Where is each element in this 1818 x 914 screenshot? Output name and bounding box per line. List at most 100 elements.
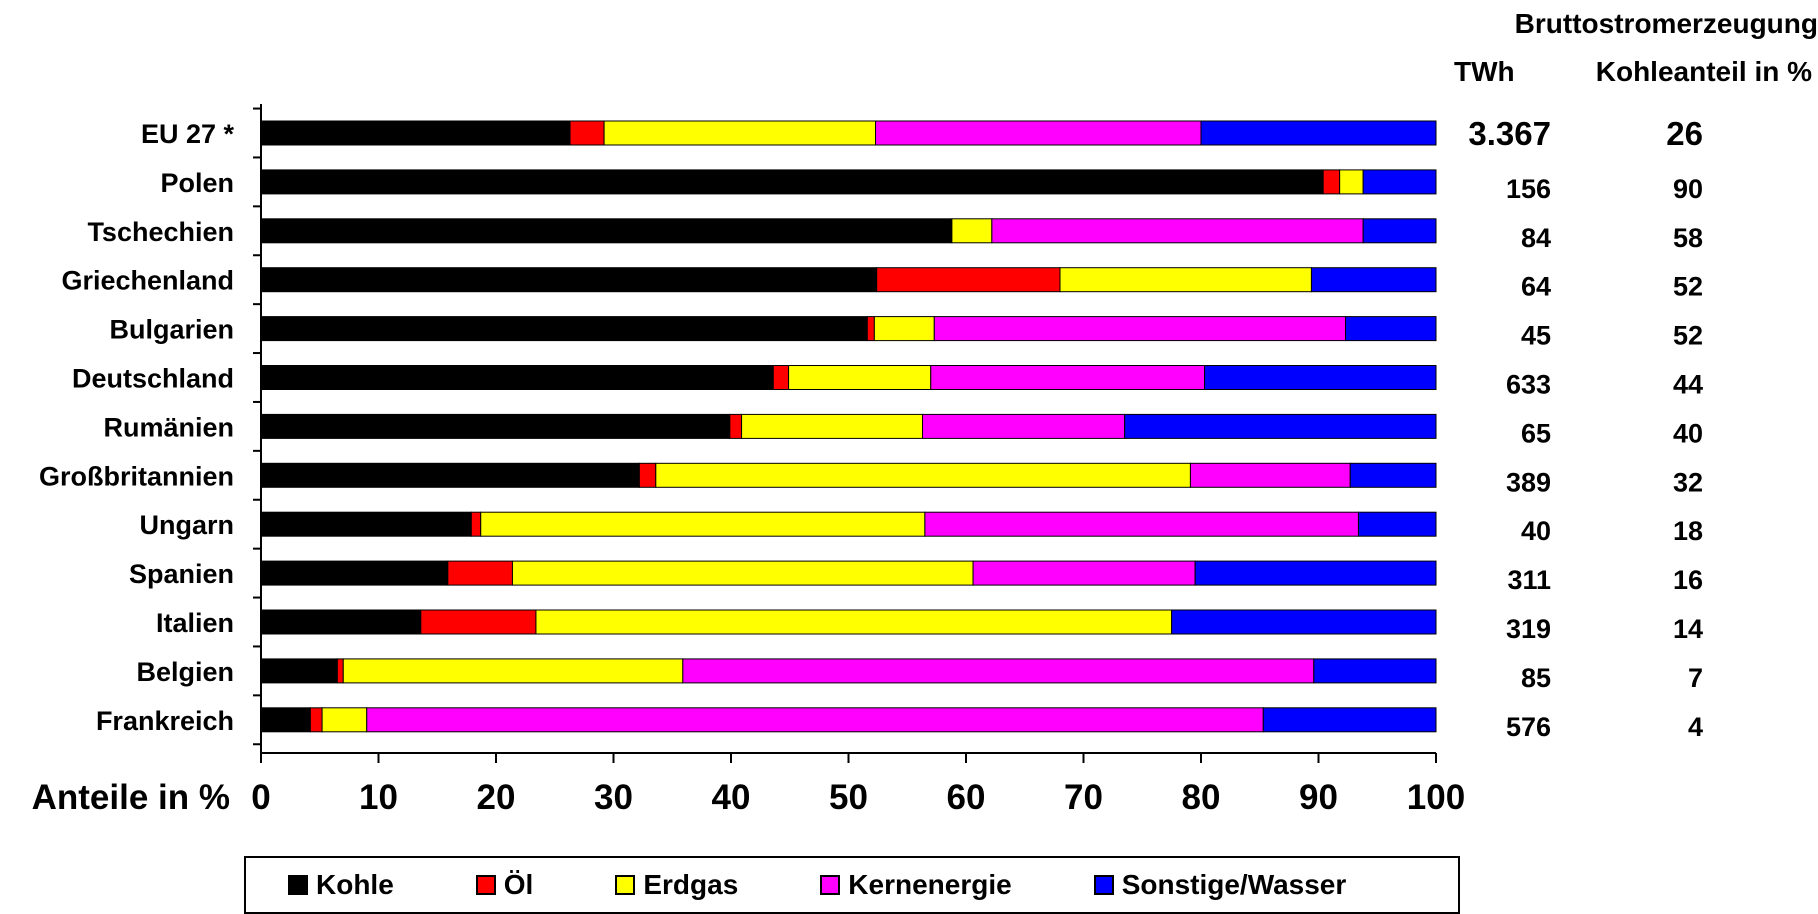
bar-segment-öl-ungarn: [470, 511, 482, 537]
bar-segment-sonstige-wasser-großbritannien: [1349, 462, 1437, 488]
category-label-tschechien: Tschechien: [87, 217, 234, 247]
category-label-frankreich: Frankreich: [96, 706, 234, 736]
legend-item-erdgas: Erdgas: [615, 869, 738, 901]
bar-segment-sonstige-wasser-polen: [1362, 169, 1437, 195]
bar-segment-öl-eu-27: [569, 120, 605, 146]
category-label-rumänien: Rumänien: [103, 412, 234, 442]
bar-segment-erdgas-tschechien: [951, 218, 993, 244]
bar-segment-kohle-tschechien: [260, 218, 953, 244]
kohleanteil-value-polen: 90: [1673, 174, 1703, 204]
kohleanteil-value-ungarn: 18: [1673, 516, 1703, 546]
twh-value-polen: 156: [1506, 174, 1551, 204]
bar-segment-erdgas-belgien: [342, 658, 684, 684]
legend-swatch-erdgas: [615, 875, 636, 895]
category-label-großbritannien: Großbritannien: [39, 461, 234, 491]
bar-segment-sonstige-wasser-tschechien: [1362, 218, 1437, 244]
bar-segment-erdgas-großbritannien: [655, 462, 1191, 488]
category-label-ungarn: Ungarn: [140, 510, 235, 540]
bar-segment-kernenergie-ungarn: [924, 511, 1359, 537]
bar-segment-kohle-eu-27: [260, 120, 571, 146]
bar-segment-öl-spanien: [447, 560, 513, 586]
kohleanteil-value-frankreich: 4: [1688, 712, 1703, 742]
kohleanteil-value-belgien: 7: [1688, 663, 1703, 693]
twh-value-bulgarien: 45: [1521, 321, 1551, 351]
twh-value-eu-27: 3.367: [1468, 115, 1551, 152]
bar-segment-erdgas-eu-27: [603, 120, 877, 146]
legend-label-kernenergie: Kernenergie: [848, 869, 1012, 900]
category-label-italien: Italien: [156, 608, 234, 638]
category-label-polen: Polen: [160, 168, 234, 198]
bar-segment-kohle-griechenland: [260, 267, 878, 293]
twh-value-frankreich: 576: [1506, 712, 1551, 742]
bar-segment-kernenergie-deutschland: [930, 365, 1206, 390]
bar-segment-öl-italien: [420, 609, 537, 635]
bar-segment-öl-polen: [1322, 169, 1341, 195]
bar-segment-sonstige-wasser-deutschland: [1204, 365, 1437, 390]
kohleanteil-value-spanien: 16: [1673, 565, 1703, 595]
bar-segment-kohle-spanien: [260, 560, 449, 586]
x-tick-label-40: 40: [712, 778, 751, 817]
legend-label-erdgas: Erdgas: [643, 869, 739, 900]
twh-value-rumänien: 65: [1521, 418, 1551, 448]
category-label-belgien: Belgien: [136, 657, 234, 687]
x-tick-label-20: 20: [477, 778, 516, 817]
x-tick-label-30: 30: [594, 778, 633, 817]
bar-segment-öl-belgien: [336, 658, 344, 684]
bar-segment-erdgas-italien: [535, 609, 1173, 635]
bar-segment-kohle-großbritannien: [260, 462, 640, 488]
x-tick-label-50: 50: [829, 778, 868, 817]
category-label-deutschland: Deutschland: [72, 364, 234, 394]
legend-item-sonstige-wasser: Sonstige/Wasser: [1093, 869, 1347, 901]
bar-segment-erdgas-bulgarien: [873, 316, 935, 342]
bar-segment-kernenergie-großbritannien: [1189, 462, 1351, 488]
bar-segment-kohle-belgien: [260, 658, 338, 684]
chart-legend: Kohle Öl Erdgas Kernenergie Sonstige/Wasser: [244, 856, 1460, 914]
bar-segment-kernenergie-eu-27: [875, 120, 1202, 146]
kohleanteil-value-deutschland: 44: [1673, 370, 1703, 400]
category-label-bulgarien: Bulgarien: [109, 315, 234, 345]
x-tick-label-0: 0: [251, 778, 270, 817]
kohleanteil-value-rumänien: 40: [1673, 418, 1703, 448]
bar-segment-sonstige-wasser-spanien: [1194, 560, 1437, 586]
legend-swatch-öl: [475, 875, 496, 895]
bar-segment-sonstige-wasser-ungarn: [1357, 511, 1437, 537]
bar-segment-öl-großbritannien: [638, 462, 657, 488]
bar-segment-sonstige-wasser-griechenland: [1310, 267, 1437, 293]
bar-segment-sonstige-wasser-bulgarien: [1345, 316, 1437, 342]
bar-segment-erdgas-ungarn: [480, 511, 926, 537]
twh-value-ungarn: 40: [1521, 516, 1551, 546]
twh-value-griechenland: 64: [1521, 272, 1551, 302]
category-label-eu-27: EU 27 *: [141, 119, 235, 149]
bar-segment-kernenergie-belgien: [682, 658, 1315, 684]
bar-segment-kernenergie-rumänien: [922, 413, 1126, 439]
legend-item-kohle: Kohle: [288, 869, 394, 901]
bar-segment-öl-deutschland: [772, 365, 790, 390]
bar-segment-sonstige-wasser-belgien: [1313, 658, 1437, 684]
x-tick-label-80: 80: [1182, 778, 1221, 817]
legend-label-sonstige-wasser: Sonstige/Wasser: [1121, 869, 1347, 900]
x-tick-label-60: 60: [947, 778, 986, 817]
twh-value-großbritannien: 389: [1506, 467, 1551, 497]
bar-segment-kohle-polen: [260, 169, 1324, 195]
legend-swatch-kohle: [288, 875, 308, 895]
kohleanteil-value-bulgarien: 52: [1673, 321, 1703, 351]
bar-segment-erdgas-deutschland: [788, 365, 932, 390]
bar-segment-kohle-frankreich: [260, 707, 311, 733]
twh-value-tschechien: 84: [1521, 223, 1551, 253]
twh-value-spanien: 311: [1507, 565, 1551, 595]
x-tick-label-10: 10: [359, 778, 398, 817]
bar-segment-kohle-bulgarien: [260, 316, 868, 342]
legend-label-kohle: Kohle: [316, 869, 394, 900]
bar-segment-erdgas-griechenland: [1059, 267, 1312, 293]
bar-segment-öl-rumänien: [729, 413, 743, 439]
bar-segment-sonstige-wasser-frankreich: [1262, 707, 1437, 733]
legend-item-kernenergie: Kernenergie: [820, 869, 1012, 901]
legend-item-öl: Öl: [475, 869, 534, 901]
bar-segment-kernenergie-bulgarien: [933, 316, 1347, 342]
bar-segment-öl-frankreich: [309, 707, 323, 733]
legend-label-öl: Öl: [503, 869, 534, 900]
legend-swatch-kernenergie: [820, 875, 841, 895]
bar-segment-kohle-ungarn: [260, 511, 472, 537]
bar-segment-kernenergie-frankreich: [366, 707, 1264, 733]
